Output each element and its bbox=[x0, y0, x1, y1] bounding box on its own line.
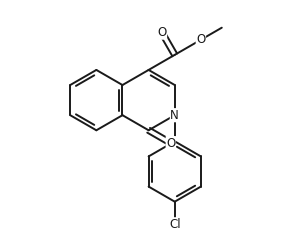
Text: O: O bbox=[196, 33, 206, 46]
Text: O: O bbox=[166, 137, 175, 150]
Text: N: N bbox=[170, 109, 179, 122]
Text: O: O bbox=[157, 26, 166, 39]
Text: Cl: Cl bbox=[169, 218, 180, 231]
